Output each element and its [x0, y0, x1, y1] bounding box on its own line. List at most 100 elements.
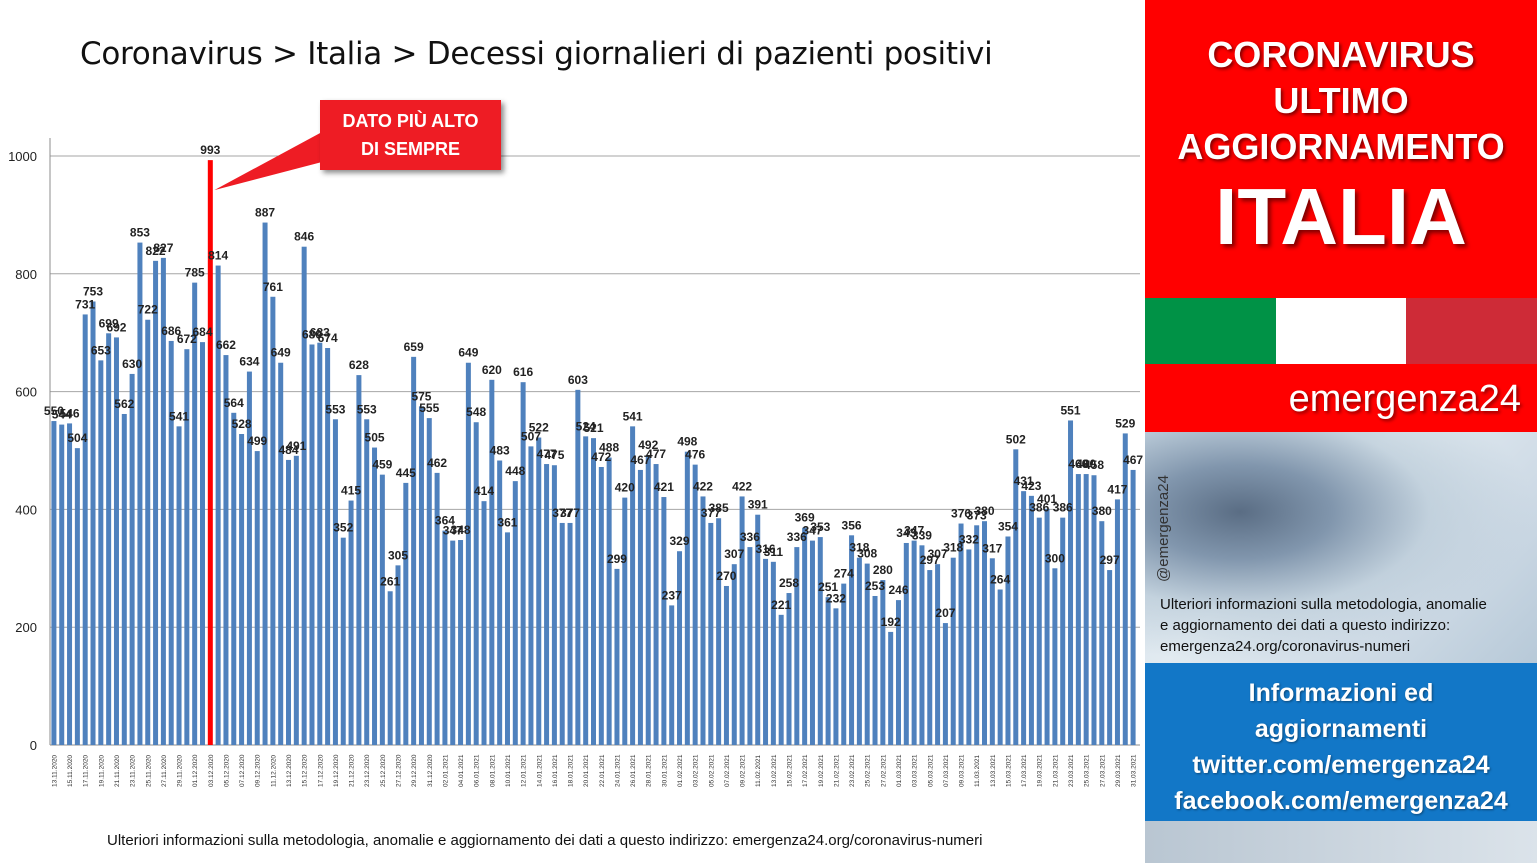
- footnote: Ulteriori informazioni sulla metodologia…: [107, 832, 983, 849]
- x-tick-label: 09.03.2021: [959, 754, 966, 787]
- bar: [880, 580, 886, 745]
- bar: [778, 614, 784, 745]
- data-label: 336: [740, 530, 760, 544]
- data-label: 422: [732, 479, 752, 493]
- bar: [935, 564, 941, 745]
- bar: [1075, 474, 1081, 745]
- data-label: 692: [106, 320, 126, 334]
- bar: [332, 419, 338, 745]
- data-label: 448: [505, 464, 525, 478]
- bar: [895, 600, 901, 745]
- bar: [1130, 469, 1136, 745]
- x-tick-label: 20.01.2021: [583, 754, 590, 787]
- header-line-2: ULTIMO: [1273, 80, 1409, 121]
- bar: [763, 558, 769, 745]
- x-tick-label: 29.11.2020: [177, 755, 184, 787]
- data-label: 649: [271, 346, 291, 360]
- italian-flag: [1145, 298, 1537, 364]
- bar: [723, 585, 729, 745]
- bar: [677, 551, 683, 745]
- data-label: 699: [99, 316, 119, 330]
- bar: [590, 438, 597, 745]
- data-label: 522: [529, 421, 549, 435]
- data-label: 354: [998, 519, 1018, 533]
- bar: [1028, 495, 1034, 745]
- data-label: 491: [286, 439, 306, 453]
- x-tick-label: 15.03.2021: [1005, 754, 1012, 787]
- x-tick-label: 18.01.2021: [568, 754, 575, 787]
- data-label: 385: [709, 501, 729, 515]
- bar: [1036, 517, 1042, 745]
- bar: [692, 464, 698, 745]
- data-label: 550: [44, 404, 64, 418]
- bar: [168, 340, 174, 745]
- bar: [888, 631, 894, 745]
- bar: [919, 545, 925, 745]
- data-label: 498: [677, 435, 697, 449]
- data-label: 887: [255, 206, 275, 220]
- data-label: 431: [1014, 474, 1034, 488]
- bar: [67, 423, 73, 745]
- bar: [1068, 420, 1074, 745]
- data-label: 380: [974, 504, 994, 518]
- bar: [833, 608, 839, 745]
- data-label: 343: [896, 526, 916, 540]
- data-label: 347: [802, 524, 822, 538]
- x-tick-label: 25.12.2020: [380, 754, 387, 787]
- bar: [270, 296, 276, 745]
- bar: [465, 362, 471, 745]
- x-tick-label: 25.11.2020: [145, 755, 152, 787]
- x-tick-label: 24.01.2021: [614, 754, 621, 787]
- data-label: 332: [959, 532, 979, 546]
- bar: [239, 434, 245, 745]
- data-label: 317: [982, 541, 1002, 555]
- bar: [434, 472, 440, 745]
- x-tick-label: 02.01.2021: [442, 754, 449, 787]
- bar: [473, 422, 479, 745]
- data-label: 305: [388, 548, 408, 562]
- data-label: 467: [630, 453, 650, 467]
- header-country: ITALIA: [1215, 172, 1467, 261]
- bar: [1107, 570, 1113, 745]
- bar: [340, 537, 346, 745]
- data-label: 311: [764, 545, 784, 559]
- x-tick-label: 13.03.2021: [990, 754, 997, 787]
- data-label: 462: [427, 456, 447, 470]
- record-callout: DATO PIÙ ALTO DI SEMPRE: [320, 100, 501, 170]
- bar: [450, 540, 456, 745]
- bar: [645, 455, 651, 745]
- bar: [325, 348, 331, 745]
- bar: [1060, 517, 1066, 745]
- bar: [1005, 536, 1011, 745]
- x-tick-label: 28.01.2021: [646, 754, 653, 787]
- bar: [755, 514, 761, 745]
- bar: [293, 455, 299, 745]
- bar: [504, 532, 510, 745]
- bar: [231, 412, 237, 745]
- bar: [661, 497, 667, 745]
- twitter-link[interactable]: twitter.com/emergenza24: [1192, 751, 1490, 779]
- bar: [481, 501, 487, 745]
- bar: [309, 344, 315, 745]
- y-tick-label: 0: [30, 738, 37, 753]
- data-label: 853: [130, 226, 150, 240]
- x-tick-label: 13.02.2021: [771, 754, 778, 787]
- data-label: 353: [810, 520, 830, 534]
- bar: [630, 426, 636, 745]
- y-tick-label: 600: [15, 385, 37, 400]
- bar: [442, 530, 448, 745]
- data-label: 232: [826, 591, 846, 605]
- facebook-link[interactable]: facebook.com/emergenza24: [1174, 787, 1508, 815]
- bar: [372, 447, 378, 745]
- data-label: 377: [552, 506, 572, 520]
- x-tick-label: 07.02.2021: [724, 754, 731, 787]
- bar: [536, 437, 542, 745]
- data-label: 630: [122, 357, 142, 371]
- bar: [458, 540, 464, 745]
- bar: [160, 257, 166, 745]
- bar: [153, 260, 159, 745]
- bar: [1044, 508, 1050, 745]
- info-link[interactable]: emergenza24.org/coronavirus-numeri: [1160, 638, 1411, 655]
- callout-pointer-shape: [214, 132, 322, 191]
- data-label: 380: [1092, 504, 1112, 518]
